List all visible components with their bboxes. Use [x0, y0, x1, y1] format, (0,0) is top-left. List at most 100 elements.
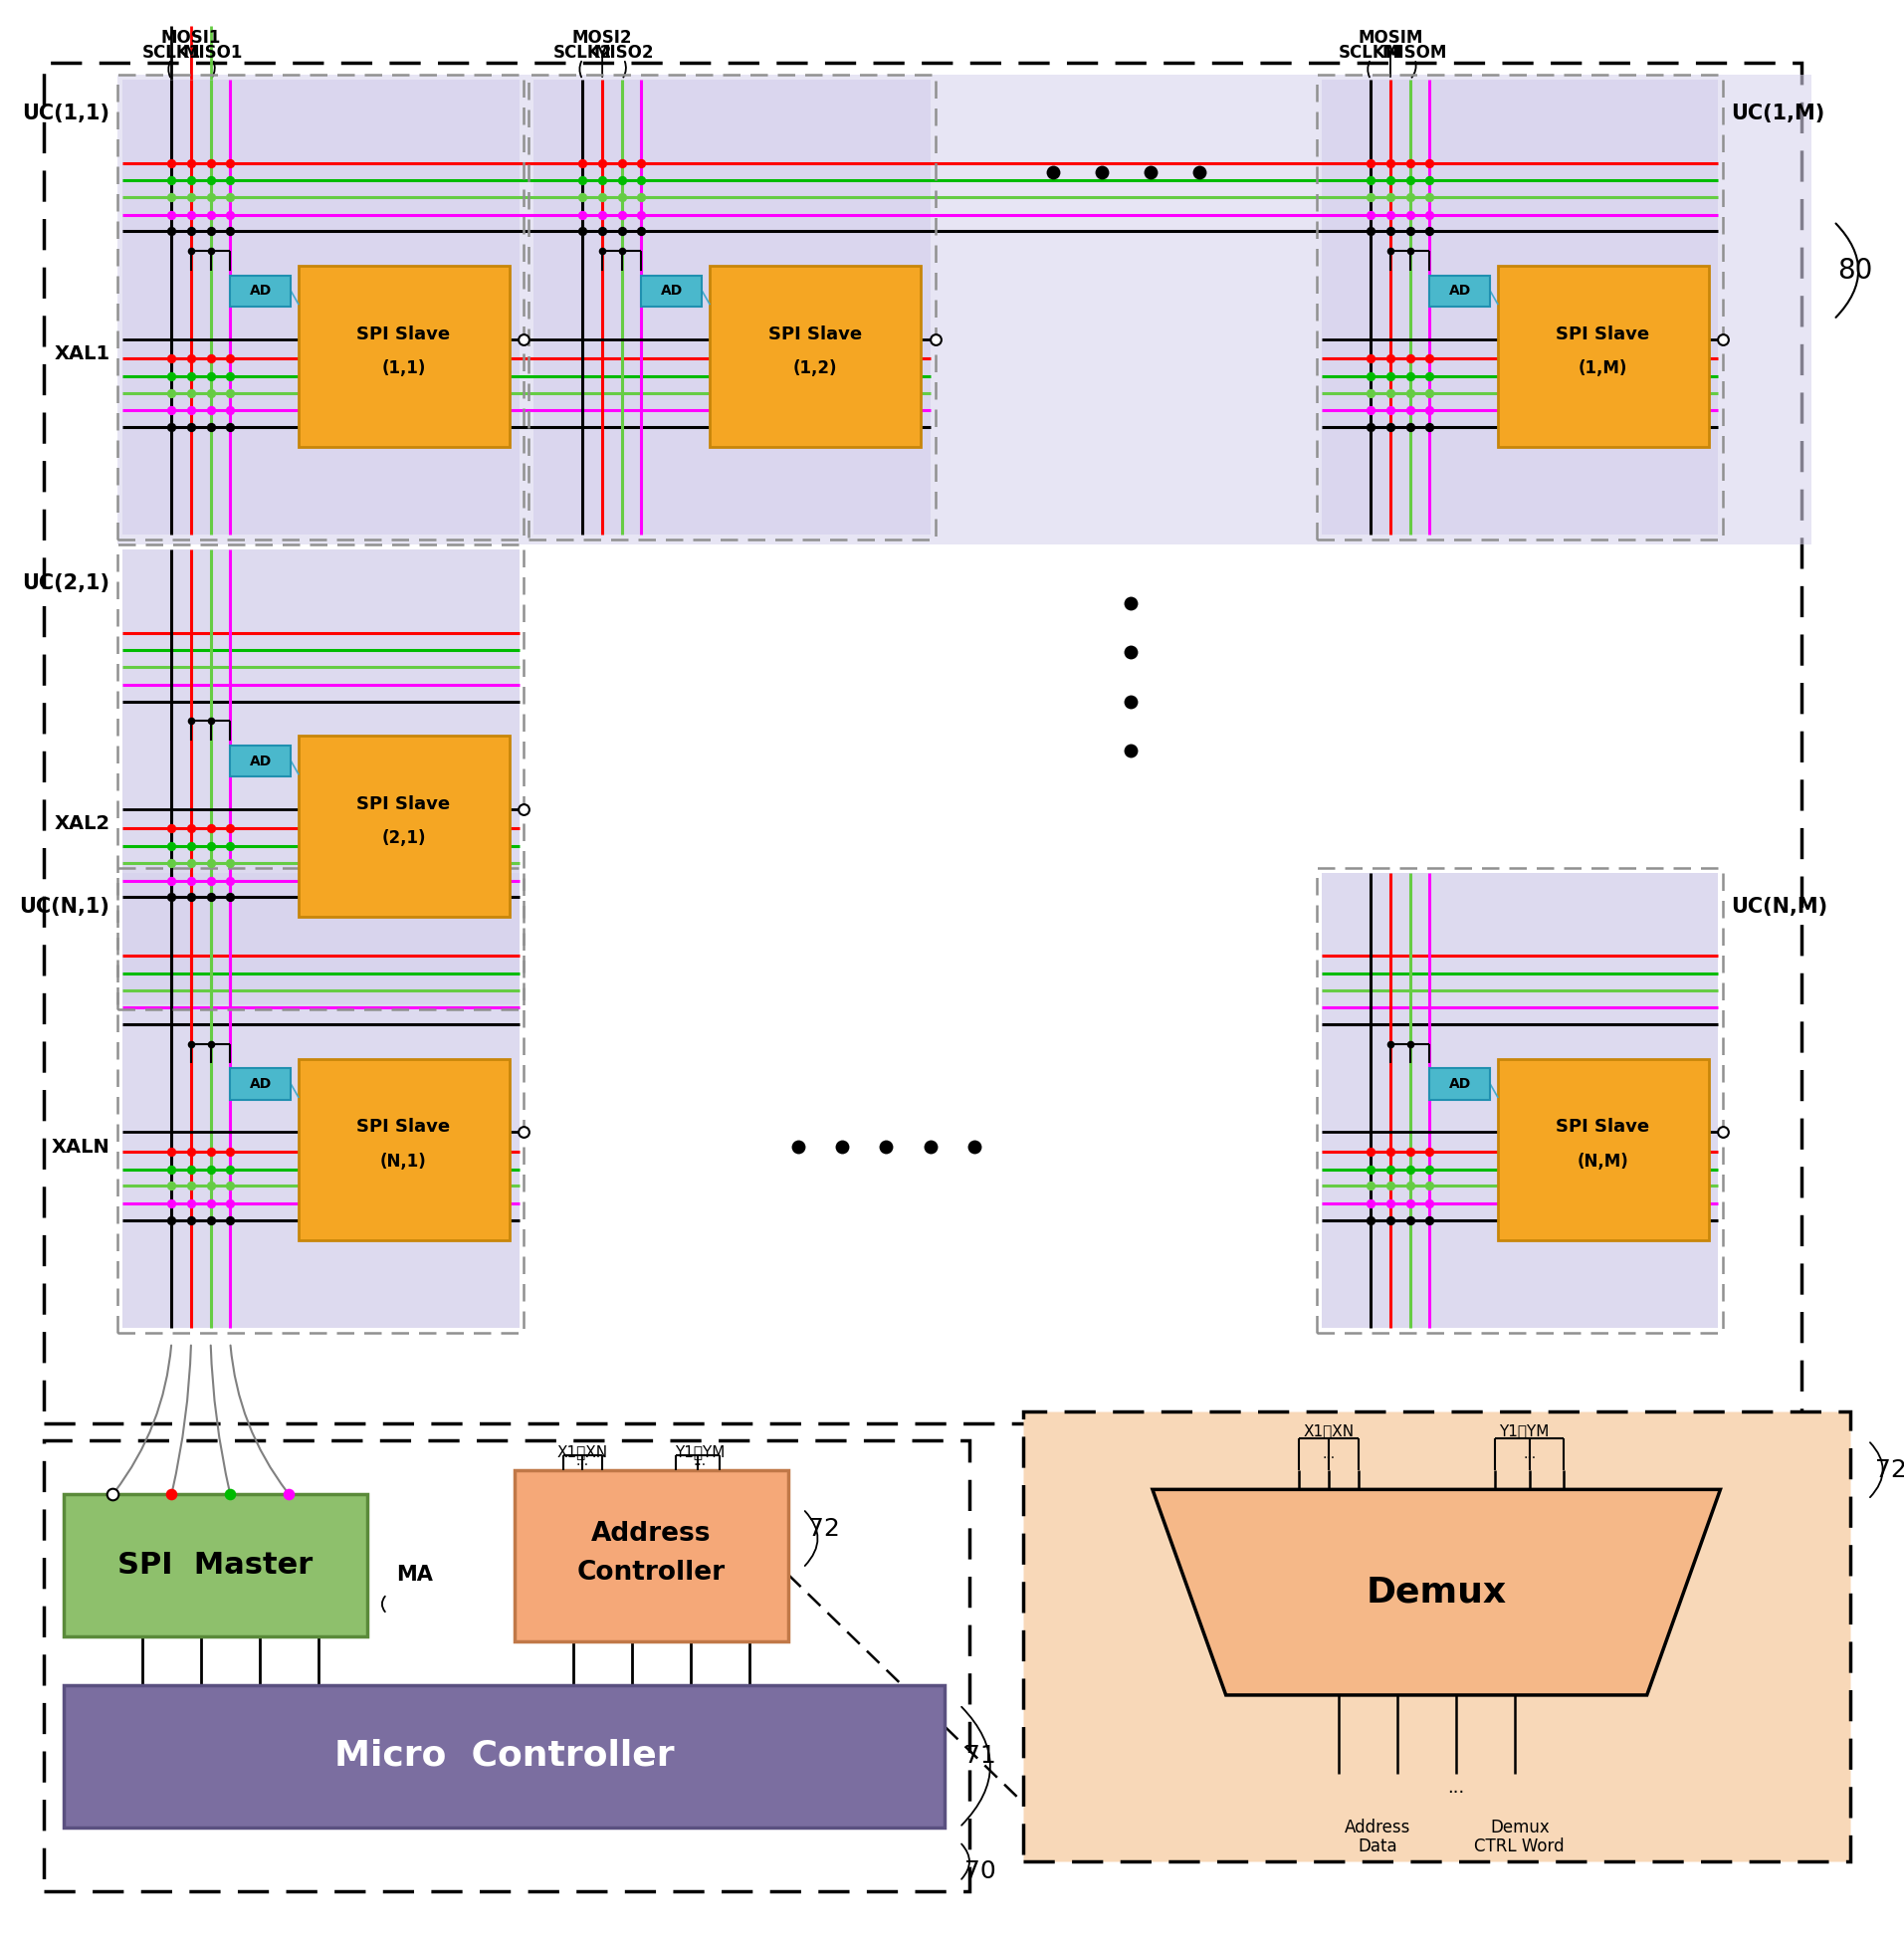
Text: MISOM: MISOM [1382, 45, 1447, 62]
Bar [44, 62, 1801, 1423]
Text: SPI  Master: SPI Master [118, 1551, 314, 1579]
Point [175, 395, 206, 426]
Point [1396, 235, 1426, 266]
Bar [118, 74, 1811, 544]
Point [215, 1135, 246, 1166]
Point [1375, 342, 1405, 373]
Point [156, 1188, 187, 1219]
Bar [118, 867, 524, 1334]
Point [1415, 1188, 1445, 1219]
Point [156, 216, 187, 247]
Text: MOSI2: MOSI2 [573, 29, 632, 47]
Point [508, 323, 539, 354]
Point [175, 165, 206, 196]
Point [196, 148, 227, 179]
Point [196, 830, 227, 861]
Text: UC(N,M): UC(N,M) [1731, 896, 1828, 918]
Text: AD: AD [661, 284, 684, 297]
Point [196, 848, 227, 879]
Point [1375, 1135, 1405, 1166]
Point [156, 412, 187, 443]
Bar [118, 74, 524, 540]
Point [156, 198, 187, 229]
Bar [1498, 266, 1708, 447]
Point [215, 1205, 246, 1236]
Point [196, 1205, 227, 1236]
Bar [1321, 80, 1719, 535]
Point [196, 1028, 227, 1059]
Point [1375, 165, 1405, 196]
Point [870, 1131, 901, 1163]
Text: Data: Data [1358, 1837, 1398, 1857]
Point [215, 362, 246, 393]
Point [1356, 148, 1386, 179]
Point [1375, 1205, 1405, 1236]
Text: SPI Slave: SPI Slave [1556, 325, 1649, 342]
Point [215, 1170, 246, 1201]
Point [175, 830, 206, 861]
Point [196, 1153, 227, 1184]
Point [1415, 1205, 1445, 1236]
Point [215, 848, 246, 879]
Point [1396, 1205, 1426, 1236]
Point [196, 198, 227, 229]
Bar [118, 544, 524, 1009]
Point [1396, 148, 1426, 179]
Point [1356, 1135, 1386, 1166]
Point [1415, 165, 1445, 196]
Point [175, 706, 206, 737]
Bar [122, 550, 520, 1005]
Text: AD: AD [249, 284, 272, 297]
Text: ...: ... [1321, 1446, 1335, 1462]
Point [1375, 1188, 1405, 1219]
Point [607, 235, 638, 266]
Point [175, 1170, 206, 1201]
Point [196, 706, 227, 737]
Bar [230, 745, 291, 778]
Point [1396, 1170, 1426, 1201]
Point [1396, 1135, 1426, 1166]
Point [1375, 377, 1405, 408]
Text: 70: 70 [965, 1858, 996, 1884]
Text: MOSI1: MOSI1 [162, 29, 221, 47]
Point [1356, 1205, 1386, 1236]
Text: (2,1): (2,1) [381, 830, 426, 848]
Text: (N,M): (N,M) [1577, 1153, 1628, 1170]
Point [175, 1188, 206, 1219]
Point [196, 881, 227, 912]
Point [1356, 165, 1386, 196]
Point [175, 813, 206, 844]
Point [1415, 148, 1445, 179]
Text: (1,1): (1,1) [381, 360, 426, 377]
Text: MOSIM: MOSIM [1358, 29, 1422, 47]
Point [1375, 235, 1405, 266]
Text: UC(1,M): UC(1,M) [1731, 103, 1824, 124]
Point [1415, 377, 1445, 408]
Text: (1,2): (1,2) [792, 360, 838, 377]
Point [1415, 395, 1445, 426]
Text: AD: AD [1449, 1077, 1472, 1091]
Bar [1430, 276, 1491, 307]
Point [1396, 198, 1426, 229]
Point [156, 830, 187, 861]
Bar [1318, 867, 1723, 1334]
Point [916, 1131, 946, 1163]
Text: (1,M): (1,M) [1578, 360, 1628, 377]
Point [1396, 1028, 1426, 1059]
Point [508, 1116, 539, 1147]
Point [156, 1135, 187, 1166]
Point [196, 377, 227, 408]
Point [1396, 342, 1426, 373]
Point [1116, 735, 1146, 766]
Text: SCLK2: SCLK2 [554, 45, 613, 62]
Text: MA: MA [396, 1565, 434, 1584]
Bar [514, 1470, 788, 1641]
Point [175, 342, 206, 373]
Point [196, 1170, 227, 1201]
Text: MISO1: MISO1 [183, 45, 242, 62]
Point [156, 181, 187, 212]
Point [567, 148, 598, 179]
Text: SCLK1: SCLK1 [143, 45, 202, 62]
Point [1087, 157, 1118, 189]
Point [1356, 412, 1386, 443]
